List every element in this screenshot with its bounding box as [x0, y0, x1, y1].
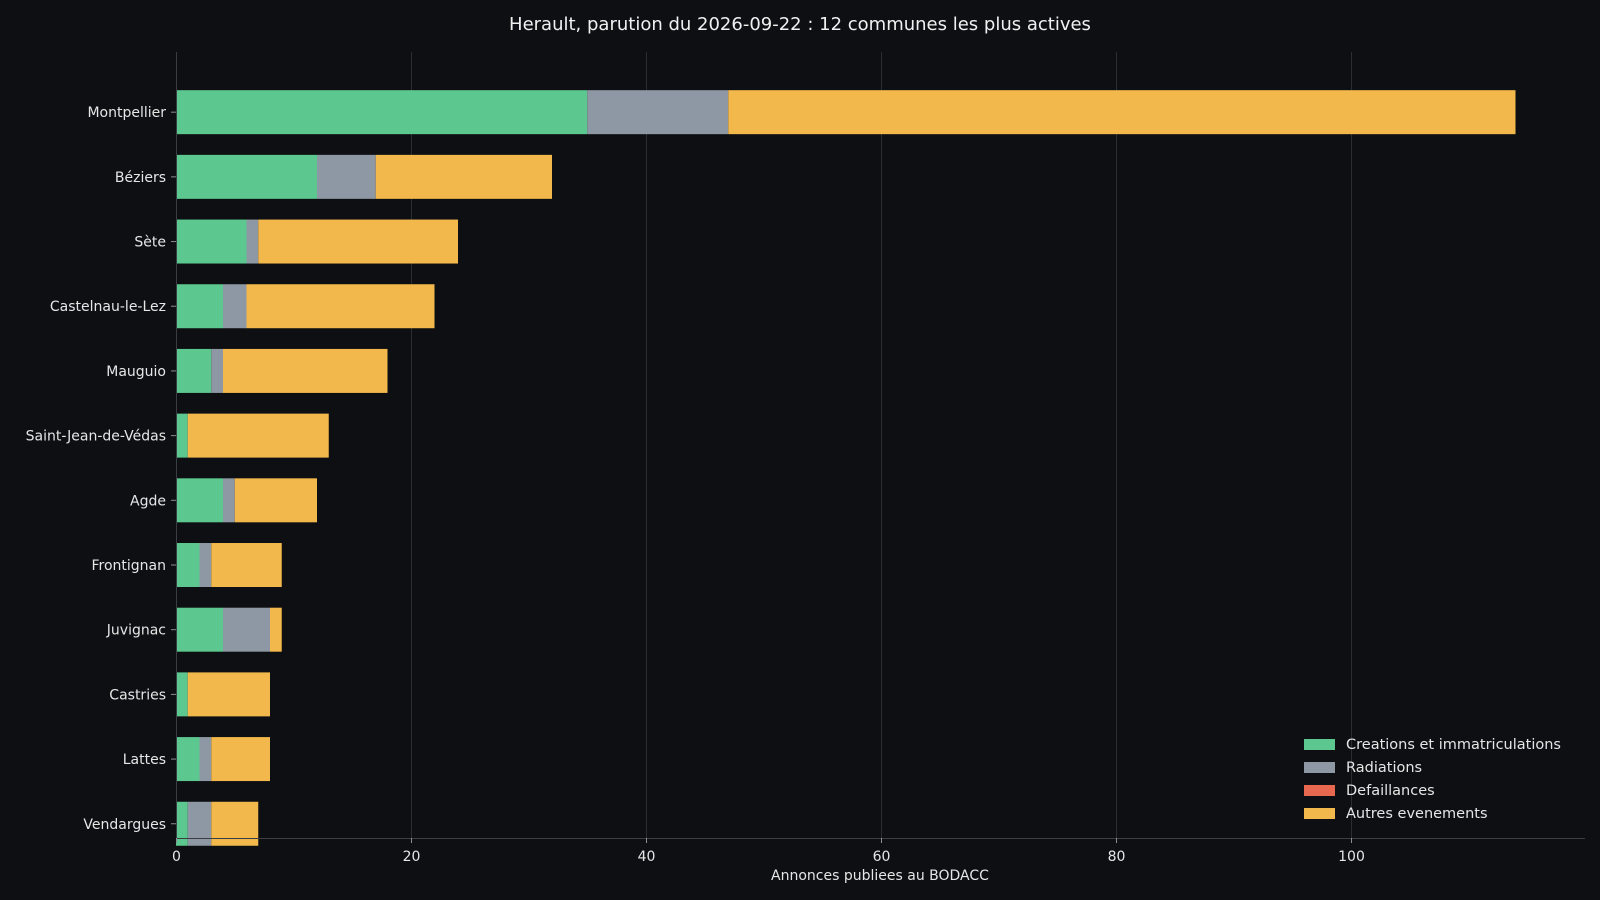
bar-segment-series-1-row-2	[246, 219, 259, 264]
bar-segment-series-1-row-8	[223, 607, 270, 652]
bar-segment-series-3-row-1	[375, 154, 552, 199]
x-tick-label: 20	[403, 849, 421, 865]
bar-segment-series-1-row-6	[223, 478, 235, 523]
bar-segment-series-3-row-11	[211, 801, 259, 846]
y-tick-label: Saint-Jean-de-Védas	[26, 429, 166, 445]
bar-segment-series-3-row-7	[211, 543, 282, 587]
bar-segment-series-0-row-10	[176, 737, 200, 782]
x-tick-label: 100	[1338, 849, 1365, 865]
legend-swatch-2	[1304, 785, 1335, 796]
bar-segment-series-3-row-5	[187, 413, 329, 458]
legend-swatch-1	[1304, 762, 1335, 773]
y-tick-label: Lattes	[123, 752, 166, 768]
bar-segment-series-3-row-8	[270, 607, 282, 652]
y-tick-label: Vendargues	[83, 817, 166, 833]
bar-segment-series-1-row-4	[211, 348, 223, 393]
bar-segment-series-0-row-3	[176, 284, 223, 329]
bar-segment-series-0-row-0	[176, 90, 588, 135]
bar-segment-series-3-row-4	[223, 348, 388, 393]
legend-label-1: Radiations	[1346, 760, 1422, 776]
bar-segment-series-0-row-6	[176, 478, 223, 523]
bar-segment-series-0-row-2	[176, 219, 247, 264]
x-tick-label: 60	[873, 849, 891, 865]
bar-segment-series-3-row-3	[246, 284, 435, 329]
bar-segment-series-0-row-1	[176, 154, 317, 199]
y-tick-label: Juvignac	[106, 623, 166, 639]
y-tick-label: Béziers	[115, 170, 166, 186]
bar-segment-series-0-row-11	[176, 801, 188, 846]
bar-segment-series-1-row-3	[223, 284, 247, 329]
y-tick-label: Frontignan	[91, 558, 166, 574]
bars	[176, 90, 1516, 846]
bar-segment-series-1-row-11	[187, 801, 212, 846]
chart-title: Herault, parution du 2026-09-22 : 12 com…	[509, 14, 1091, 35]
x-tick-label: 80	[1108, 849, 1126, 865]
bar-segment-series-1-row-1	[317, 154, 376, 199]
y-tick-label: Castries	[109, 687, 166, 703]
bar-segment-series-0-row-4	[176, 348, 212, 393]
legend-swatch-0	[1304, 739, 1335, 750]
y-tick-label: Mauguio	[106, 364, 166, 380]
bar-segment-series-0-row-5	[176, 413, 188, 458]
x-tick-label: 0	[172, 849, 181, 865]
y-tick-label: Montpellier	[87, 105, 166, 121]
y-ticks: Montpellier Béziers Sète Castelnau-le-Lez Ma…	[26, 105, 176, 833]
bar-segment-series-1-row-0	[587, 90, 729, 135]
bar-segment-series-3-row-2	[258, 219, 458, 264]
legend: Creations et immatriculations Radiations D…	[1304, 737, 1561, 822]
x-axis-label: Annonces publiees au BODACC	[771, 868, 989, 884]
bar-segment-series-1-row-10	[199, 737, 212, 782]
y-tick-label: Castelnau-le-Lez	[50, 299, 166, 315]
legend-swatch-3	[1304, 808, 1335, 819]
legend-label-3: Autres evenements	[1346, 806, 1488, 822]
y-tick-label: Sète	[134, 235, 166, 251]
legend-label-2: Defaillances	[1346, 783, 1435, 799]
x-tick-label: 40	[638, 849, 656, 865]
bar-segment-series-1-row-7	[199, 543, 212, 587]
bar-segment-series-3-row-0	[728, 90, 1516, 135]
legend-label-0: Creations et immatriculations	[1346, 737, 1561, 753]
bar-segment-series-3-row-10	[211, 737, 270, 782]
bar-segment-series-0-row-7	[176, 543, 200, 587]
bar-segment-series-0-row-9	[176, 672, 188, 717]
bar-segment-series-0-row-8	[176, 607, 223, 652]
bar-segment-series-3-row-9	[187, 672, 270, 717]
x-ticks: 0 20 40 60 80 100	[172, 838, 1365, 865]
axes	[176, 52, 1585, 839]
y-tick-label: Agde	[130, 493, 166, 509]
bar-segment-series-3-row-6	[234, 478, 317, 523]
